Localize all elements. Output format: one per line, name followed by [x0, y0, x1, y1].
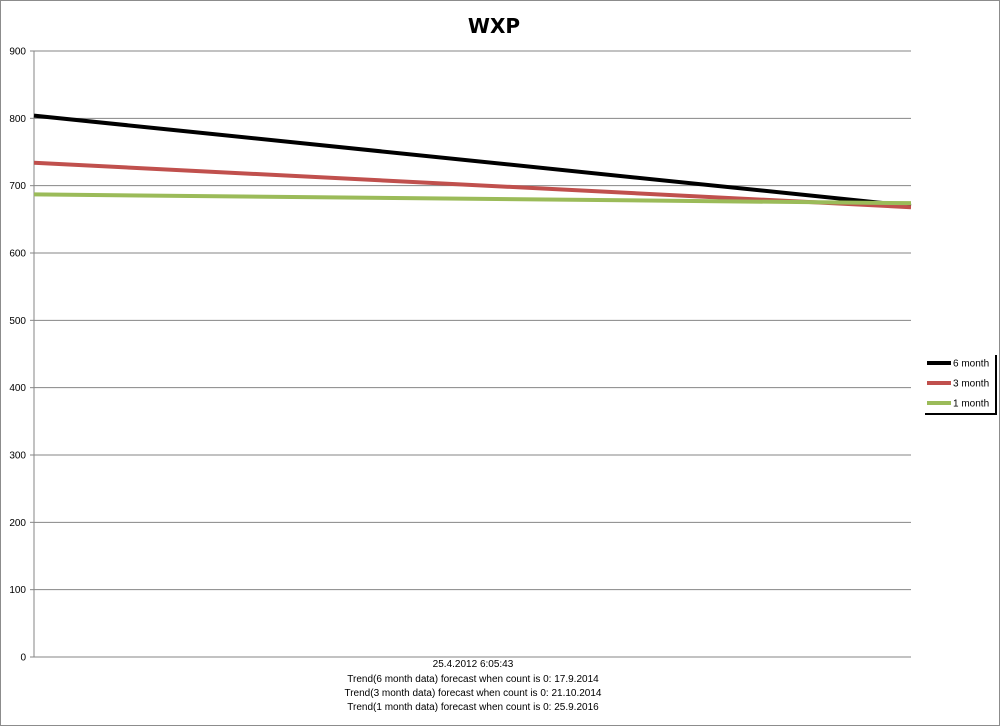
- series-lines: [33, 113, 912, 210]
- y-axis-ticks: 0 100 200 300 400 500 600 700 800 900: [9, 47, 26, 664]
- legend-label: 3 month: [953, 379, 989, 390]
- series-line: [33, 192, 912, 206]
- footer-text: 25.4.2012 6:05:43 Trend(6 month data) fo…: [344, 659, 601, 713]
- legend-label: 1 month: [953, 399, 989, 410]
- footer-trend-3-month: Trend(3 month data) forecast when count …: [344, 688, 601, 699]
- y-tick-label: 0: [20, 653, 26, 664]
- y-tick-label: 700: [9, 181, 26, 192]
- series-line: [33, 113, 912, 208]
- footer-trend-6-month: Trend(6 month data) forecast when count …: [347, 674, 599, 685]
- chart-title: WXP: [468, 14, 520, 38]
- y-tick-label: 200: [9, 518, 26, 529]
- y-tick-label: 800: [9, 114, 26, 125]
- footer-timestamp: 25.4.2012 6:05:43: [433, 659, 514, 670]
- gridlines: [30, 50, 911, 658]
- y-tick-label: 500: [9, 316, 26, 327]
- y-tick-label: 400: [9, 383, 26, 394]
- y-tick-label: 300: [9, 451, 26, 462]
- footer-trend-1-month: Trend(1 month data) forecast when count …: [347, 702, 599, 713]
- y-tick-label: 600: [9, 249, 26, 260]
- y-tick-label: 900: [9, 47, 26, 58]
- y-tick-label: 100: [9, 585, 26, 596]
- legend-label: 6 month: [953, 359, 989, 370]
- legend: 6 month 3 month 1 month: [923, 353, 997, 415]
